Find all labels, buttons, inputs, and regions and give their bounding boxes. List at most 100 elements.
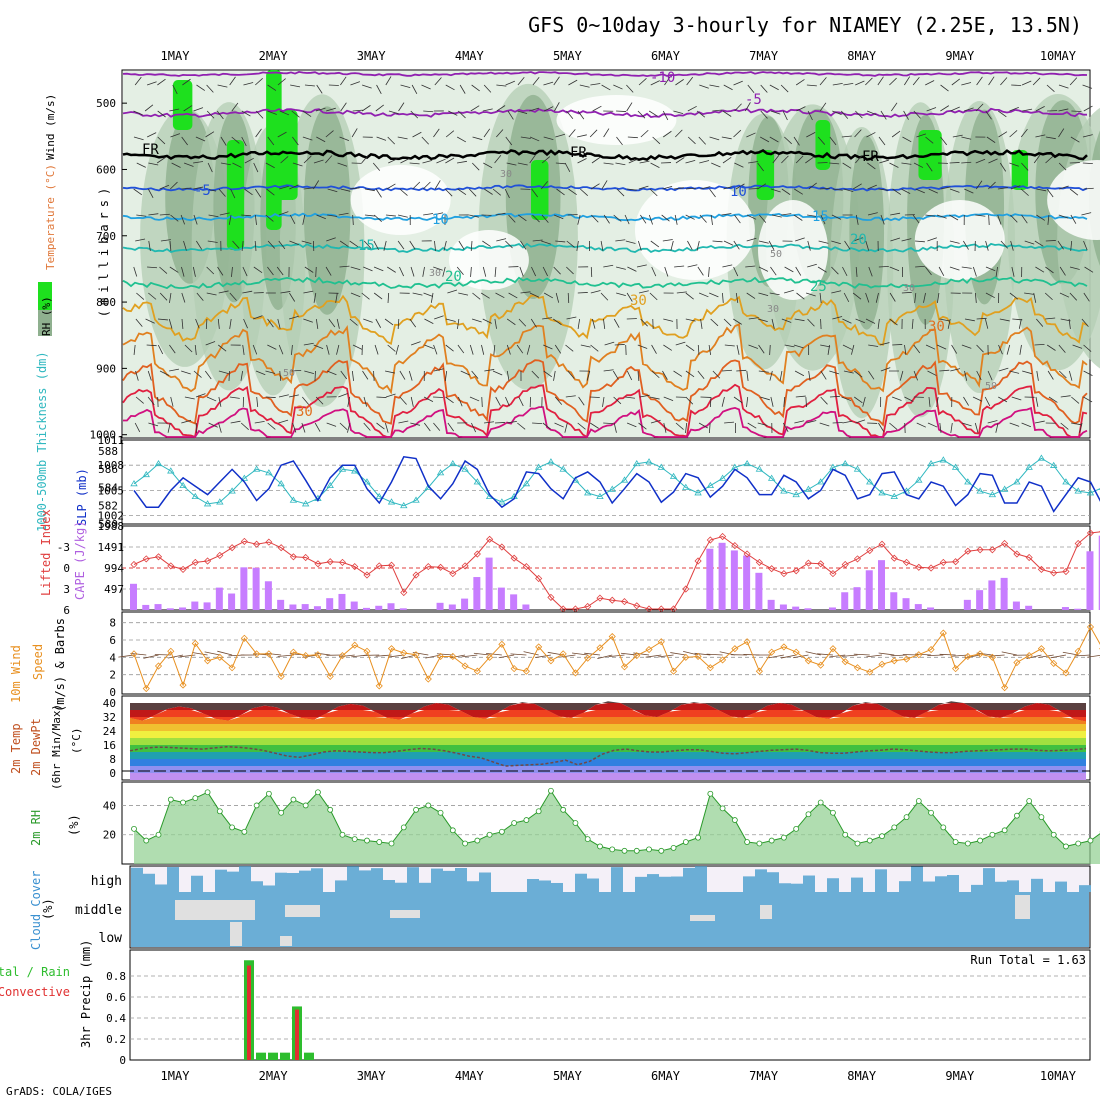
upper-wind-barb xyxy=(444,370,448,381)
upper-wind-barb xyxy=(267,344,277,350)
thickness-point xyxy=(657,463,665,470)
upper-wind-barb xyxy=(914,292,917,303)
upper-wind-barb xyxy=(843,188,854,193)
upper-wind-barb xyxy=(422,160,433,164)
upper-wind-barb xyxy=(555,292,560,303)
upper-wind-barb xyxy=(940,84,949,92)
thickness-point xyxy=(167,467,175,474)
upper-wind-barb xyxy=(662,185,673,190)
temp-dewpoint-lines xyxy=(122,746,1090,772)
upper-wind-barb xyxy=(518,318,527,327)
upper-wind-barb xyxy=(1070,214,1077,224)
pressure-tick-label: 1000 xyxy=(90,429,117,442)
upper-wind-barb xyxy=(553,76,560,86)
lifted-index-point xyxy=(412,571,420,579)
cape-bar xyxy=(804,608,812,610)
upper-wind-barb xyxy=(373,266,384,272)
thickness-tick-label: 588 xyxy=(98,445,118,458)
upper-wind-barb xyxy=(878,188,889,191)
cloud-high-cell xyxy=(947,875,959,892)
upper-wind-barb xyxy=(698,136,706,145)
upper-wind-barb xyxy=(649,188,658,197)
upper-wind-barb xyxy=(529,292,540,298)
temp2m-ylabel-2: 2m DewPt xyxy=(29,718,43,776)
thickness-point xyxy=(436,469,445,476)
cape-bar xyxy=(755,572,763,610)
cloud-high-cell xyxy=(875,869,887,892)
upper-wind-barb xyxy=(1069,77,1078,86)
upper-wind-barb xyxy=(303,318,313,323)
upper-wind-barb xyxy=(169,181,178,190)
cape-bar xyxy=(730,550,738,610)
upper-wind-barb xyxy=(255,77,263,86)
wind-speed-point xyxy=(167,647,175,655)
upper-wind-barb xyxy=(868,266,873,277)
upper-wind-barb xyxy=(169,344,176,354)
upper-wind-barb xyxy=(483,421,495,424)
upper-wind-barb xyxy=(612,370,619,380)
cape-bar xyxy=(326,598,334,610)
upper-wind-barb xyxy=(964,188,974,194)
cape-bar xyxy=(497,587,505,610)
upper-wind-barb xyxy=(276,266,284,276)
rh2m-point xyxy=(621,847,628,854)
wind-speed-point xyxy=(608,632,616,641)
wind10m-barb xyxy=(951,654,968,657)
cloud-high-cell xyxy=(299,870,311,892)
cape-bar xyxy=(264,581,272,610)
thickness-point xyxy=(154,459,163,467)
upper-wind-barb xyxy=(1068,370,1073,381)
wind-speed-point xyxy=(657,638,665,646)
thickness-tick-label: 584 xyxy=(98,481,118,494)
lifted-index-point xyxy=(486,535,494,543)
upper-wind-barb xyxy=(339,265,350,268)
lifted-index-point xyxy=(620,598,629,606)
upper-wind-barb xyxy=(387,266,396,273)
isotherm-label: -5 xyxy=(745,92,762,108)
upper-wind-barb xyxy=(794,188,803,195)
upper-wind-barb xyxy=(832,83,843,86)
upper-wind-barb xyxy=(901,162,912,165)
cape-bar xyxy=(399,608,407,610)
upper-wind-barb xyxy=(421,84,431,90)
upper-wind-barb xyxy=(939,318,950,322)
upper-wind-barb xyxy=(855,419,866,424)
isotherm-label: 25 xyxy=(810,279,827,295)
upper-wind-barb xyxy=(723,240,734,246)
upper-wind-barb xyxy=(280,156,289,164)
upper-wind-barb xyxy=(901,238,912,242)
upper-wind-barb xyxy=(445,396,454,404)
temp2m-ylabel-1: 2m Temp xyxy=(9,723,23,774)
wind-speed-point xyxy=(326,672,334,680)
isotherm-line xyxy=(122,70,1088,78)
wind-speed-point xyxy=(400,649,408,657)
wind10m-barb xyxy=(988,654,1005,657)
rh-dry-patch xyxy=(1047,160,1100,240)
wind-speed-point xyxy=(829,645,837,653)
upper-wind-barb xyxy=(640,129,649,138)
precip-total-bar xyxy=(256,1052,266,1060)
upper-wind-barb xyxy=(265,214,274,222)
upper-wind-barb xyxy=(229,396,240,399)
thickness-point xyxy=(1049,461,1058,468)
cloud-high-cell xyxy=(371,868,383,892)
upper-wind-barb xyxy=(664,76,671,86)
cape-bar xyxy=(706,548,714,610)
upper-wind-barb xyxy=(758,344,765,354)
wind10m-barb xyxy=(890,654,907,657)
upper-wind-barb xyxy=(423,110,434,113)
upper-wind-barb xyxy=(1084,266,1094,273)
rh2m-point xyxy=(155,831,162,838)
wind-speed-point xyxy=(461,662,469,670)
upper-wind-barb xyxy=(278,211,289,216)
upper-wind-barb xyxy=(136,214,147,217)
upper-wind-barb xyxy=(218,188,226,197)
upper-wind-barb xyxy=(892,344,903,346)
wind-speed-point xyxy=(351,641,359,649)
wind10m-barb xyxy=(559,654,576,658)
upper-wind-barb xyxy=(337,162,348,167)
upper-wind-barb xyxy=(278,240,286,250)
upper-wind-barb xyxy=(543,136,554,141)
wind10m-barb xyxy=(314,652,331,656)
